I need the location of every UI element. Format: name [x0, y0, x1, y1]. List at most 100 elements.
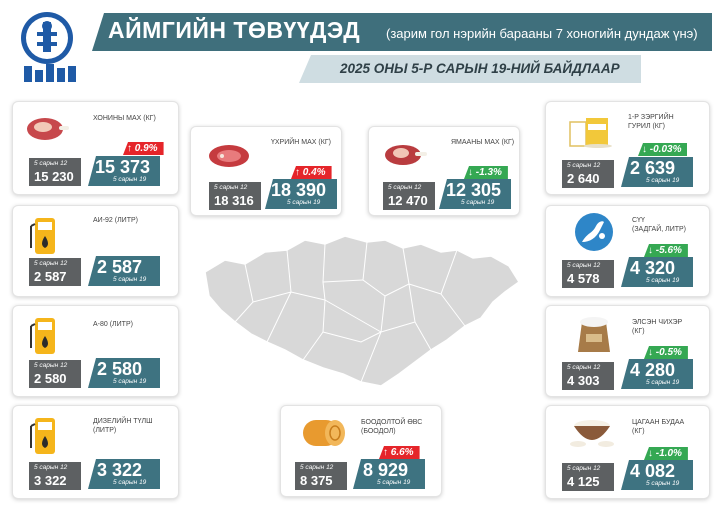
- current-price-box: [353, 459, 425, 489]
- flour-icon: [568, 112, 612, 153]
- current-price-box: [621, 257, 693, 287]
- previous-price: 15 230: [34, 169, 74, 184]
- beef-icon: [207, 141, 251, 176]
- previous-price-box: [295, 462, 347, 490]
- product-label: БООДОЛТОЙ ӨВС (БООДОЛ): [361, 419, 423, 435]
- product-label: ҮХРИЙН МАХ (КГ): [271, 139, 331, 146]
- current-price: 2 587: [97, 257, 143, 277]
- date-line: 2025 ОНЫ 5-Р САРЫН 19-НИЙ БАЙДЛААР: [340, 61, 620, 76]
- current-date: 5 сарын 19: [461, 199, 495, 206]
- product-label: СҮҮ (ЗАДГАЙ, ЛИТР): [632, 217, 687, 233]
- change-badge: ↓ -0.5%: [644, 346, 688, 359]
- fuel-pump-icon: [27, 214, 65, 263]
- goat-meat-icon: [383, 139, 427, 174]
- product-label: ДИЗЕЛИЙН ТҮЛШ (ЛИТР): [93, 418, 153, 434]
- previous-date: 5 сарын 12: [34, 362, 68, 369]
- previous-date: 5 сарын 12: [567, 364, 601, 371]
- date-band: [311, 55, 641, 83]
- previous-date: 5 сарын 12: [567, 162, 601, 169]
- state-emblem-icon: [12, 8, 82, 88]
- current-price-box: [621, 359, 693, 389]
- current-date: 5 сарын 19: [113, 276, 147, 283]
- previous-date: 5 сарын 12: [388, 184, 422, 191]
- hay-bale-icon: [299, 414, 349, 455]
- product-label: ЭЛСЭН ЧИХЭР (КГ): [632, 319, 683, 335]
- card-a80: А-80 (ЛИТР) 5 сарын 12 2 580 2 580 5 сар…: [12, 305, 179, 397]
- current-date: 5 сарын 19: [113, 479, 147, 486]
- previous-price: 2 580: [34, 371, 67, 386]
- current-price-box: [621, 157, 693, 187]
- card-rice: ЦАГААН БУДАА (КГ) ↓ -1.0% 5 сарын 12 4 1…: [545, 405, 710, 499]
- current-price: 4 280: [630, 360, 676, 380]
- change-badge: ↓ -1.3%: [464, 166, 508, 179]
- card-sugar: ЭЛСЭН ЧИХЭР (КГ) ↓ -0.5% 5 сарын 12 4 30…: [545, 305, 710, 397]
- milk-icon: [574, 212, 614, 257]
- current-price-box: [88, 358, 160, 388]
- previous-price-box: [29, 462, 81, 490]
- sugar-sack-icon: [574, 312, 614, 359]
- card-diesel: ДИЗЕЛИЙН ТҮЛШ (ЛИТР) 5 сарын 12 3 322 3 …: [12, 405, 179, 499]
- current-price: 4 082: [630, 461, 676, 481]
- previous-price: 8 375: [300, 473, 333, 488]
- previous-price-box: [209, 182, 261, 210]
- change-badge: ↑ 0.4%: [291, 166, 332, 179]
- rice-bowl-icon: [568, 414, 616, 455]
- card-hay-bale: БООДОЛТОЙ ӨВС (БООДОЛ) ↑ 6.6% 5 сарын 12…: [280, 405, 442, 497]
- change-badge: ↓ -5.6%: [644, 244, 688, 257]
- change-badge: ↓ -1.0%: [644, 447, 688, 460]
- mutton-icon: [25, 114, 69, 149]
- card-mutton: ХОНИНЫ МАХ (КГ) ↑ 0.9% 5 сарын 12 15 230…: [12, 101, 179, 195]
- card-flour: 1-Р ЗЭРГИЙН ГУРИЛ (КГ) ↓ -0.03% 5 сарын …: [545, 101, 710, 195]
- previous-price-box: [562, 463, 614, 491]
- change-badge: ↑ 6.6%: [379, 446, 420, 459]
- current-date: 5 сарын 19: [646, 277, 680, 284]
- previous-price: 4 125: [567, 474, 600, 489]
- previous-price-box: [29, 158, 81, 186]
- change-badge: ↓ -0.03%: [638, 143, 688, 156]
- previous-price: 4 578: [567, 271, 600, 286]
- previous-date: 5 сарын 12: [34, 260, 68, 267]
- current-date: 5 сарын 19: [646, 480, 680, 487]
- previous-date: 5 сарын 12: [34, 160, 68, 167]
- previous-price: 2 640: [567, 171, 600, 186]
- current-price: 8 929: [363, 460, 409, 480]
- current-date: 5 сарын 19: [646, 379, 680, 386]
- product-label: ЯМААНЫ МАХ (КГ): [451, 139, 515, 146]
- previous-date: 5 сарын 12: [567, 262, 601, 269]
- previous-price: 2 587: [34, 269, 67, 284]
- previous-price: 3 322: [34, 473, 67, 488]
- previous-price: 18 316: [214, 193, 254, 208]
- previous-date: 5 сарын 12: [567, 465, 601, 472]
- current-price-box: [439, 179, 511, 209]
- page-title: АЙМГИЙН ТӨВҮҮДЭД: [108, 17, 361, 43]
- previous-price: 4 303: [567, 373, 600, 388]
- previous-date: 5 сарын 12: [214, 184, 248, 191]
- current-date: 5 сарын 19: [377, 479, 411, 486]
- current-date: 5 сарын 19: [287, 199, 321, 206]
- current-price: 2 580: [97, 359, 143, 379]
- current-price: 12 305: [446, 180, 502, 200]
- previous-price-box: [383, 182, 435, 210]
- current-price-box: [88, 459, 160, 489]
- change-badge: ↑ 0.9%: [123, 142, 164, 155]
- current-price-box: [88, 156, 160, 186]
- previous-date: 5 сарын 12: [300, 464, 334, 471]
- title-band: [92, 13, 712, 51]
- previous-price: 12 470: [388, 193, 428, 208]
- mongolia-map: [195, 222, 525, 392]
- fuel-pump-icon: [27, 414, 65, 463]
- product-label: АИ-92 (ЛИТР): [93, 217, 138, 224]
- card-beef: ҮХРИЙН МАХ (КГ) ↑ 0.4% 5 сарын 12 18 316…: [190, 126, 342, 216]
- previous-price-box: [29, 360, 81, 388]
- current-date: 5 сарын 19: [113, 176, 147, 183]
- card-milk: СҮҮ (ЗАДГАЙ, ЛИТР) ↓ -5.6% 5 сарын 12 4 …: [545, 205, 710, 297]
- previous-date: 5 сарын 12: [34, 464, 68, 471]
- product-label: 1-Р ЗЭРГИЙН ГУРИЛ (КГ): [628, 114, 674, 130]
- current-price: 2 639: [630, 158, 676, 178]
- page-subtitle: (зарим гол нэрийн барааны 7 хоногийн дун…: [386, 26, 698, 41]
- current-price: 3 322: [97, 460, 143, 480]
- current-price: 4 320: [630, 258, 676, 278]
- product-label: ХОНИНЫ МАХ (КГ): [93, 115, 156, 122]
- current-date: 5 сарын 19: [113, 378, 147, 385]
- current-price: 15 373: [95, 157, 151, 177]
